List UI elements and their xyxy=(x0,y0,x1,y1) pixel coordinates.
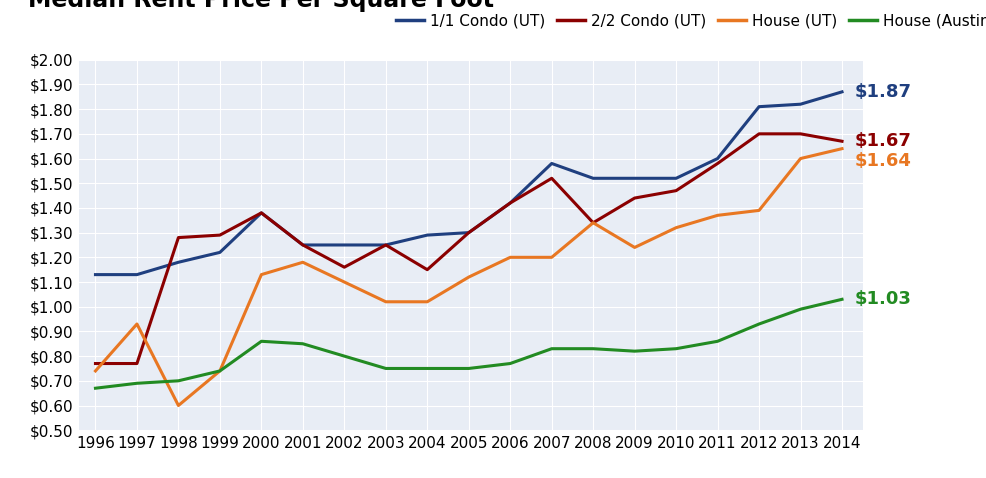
Legend: 1/1 Condo (UT), 2/2 Condo (UT), House (UT), House (Austin): 1/1 Condo (UT), 2/2 Condo (UT), House (U… xyxy=(396,14,986,29)
House (UT) xyxy=(670,225,682,230)
House (Austin) xyxy=(753,321,765,327)
House (UT) xyxy=(214,368,226,374)
House (UT) xyxy=(297,260,309,265)
House (UT) xyxy=(546,254,558,260)
2/2 Condo (UT) xyxy=(629,195,641,201)
House (Austin) xyxy=(421,366,433,371)
2/2 Condo (UT) xyxy=(753,131,765,137)
House (Austin) xyxy=(90,385,102,391)
1/1 Condo (UT) xyxy=(131,272,143,278)
House (Austin) xyxy=(795,306,807,312)
Line: 1/1 Condo (UT): 1/1 Condo (UT) xyxy=(96,92,842,275)
2/2 Condo (UT) xyxy=(297,242,309,248)
2/2 Condo (UT) xyxy=(214,232,226,238)
House (Austin) xyxy=(255,338,267,344)
House (UT) xyxy=(462,274,474,280)
House (UT) xyxy=(173,402,184,408)
House (UT) xyxy=(421,299,433,304)
House (UT) xyxy=(712,212,724,218)
Line: House (Austin): House (Austin) xyxy=(96,299,842,388)
1/1 Condo (UT) xyxy=(546,161,558,166)
2/2 Condo (UT) xyxy=(338,264,350,270)
House (UT) xyxy=(629,245,641,250)
1/1 Condo (UT) xyxy=(629,175,641,181)
House (UT) xyxy=(836,146,848,152)
House (UT) xyxy=(795,156,807,162)
1/1 Condo (UT) xyxy=(380,242,391,248)
House (Austin) xyxy=(297,341,309,347)
House (UT) xyxy=(588,220,599,226)
2/2 Condo (UT) xyxy=(131,361,143,367)
1/1 Condo (UT) xyxy=(255,210,267,216)
House (UT) xyxy=(131,321,143,327)
House (Austin) xyxy=(546,346,558,352)
House (Austin) xyxy=(462,366,474,371)
House (UT) xyxy=(90,368,102,374)
House (Austin) xyxy=(380,366,391,371)
1/1 Condo (UT) xyxy=(795,101,807,107)
1/1 Condo (UT) xyxy=(338,242,350,248)
Line: House (UT): House (UT) xyxy=(96,149,842,405)
1/1 Condo (UT) xyxy=(588,175,599,181)
2/2 Condo (UT) xyxy=(90,361,102,367)
1/1 Condo (UT) xyxy=(753,104,765,109)
2/2 Condo (UT) xyxy=(836,139,848,144)
House (Austin) xyxy=(712,338,724,344)
House (UT) xyxy=(255,272,267,278)
House (Austin) xyxy=(629,348,641,354)
House (Austin) xyxy=(670,346,682,352)
1/1 Condo (UT) xyxy=(670,175,682,181)
Text: $1.03: $1.03 xyxy=(855,290,911,308)
1/1 Condo (UT) xyxy=(712,156,724,162)
House (UT) xyxy=(753,207,765,213)
Text: Median Rent Price Per Square Foot: Median Rent Price Per Square Foot xyxy=(28,0,494,11)
Line: 2/2 Condo (UT): 2/2 Condo (UT) xyxy=(96,134,842,364)
House (Austin) xyxy=(338,353,350,359)
House (Austin) xyxy=(588,346,599,352)
2/2 Condo (UT) xyxy=(173,235,184,240)
House (Austin) xyxy=(836,296,848,302)
1/1 Condo (UT) xyxy=(504,200,516,206)
2/2 Condo (UT) xyxy=(255,210,267,216)
House (UT) xyxy=(338,279,350,285)
2/2 Condo (UT) xyxy=(421,267,433,272)
House (Austin) xyxy=(173,378,184,384)
1/1 Condo (UT) xyxy=(462,230,474,236)
1/1 Condo (UT) xyxy=(214,250,226,255)
2/2 Condo (UT) xyxy=(546,175,558,181)
1/1 Condo (UT) xyxy=(90,272,102,278)
2/2 Condo (UT) xyxy=(462,230,474,236)
Text: $1.87: $1.87 xyxy=(855,83,911,101)
2/2 Condo (UT) xyxy=(712,161,724,166)
1/1 Condo (UT) xyxy=(173,260,184,265)
1/1 Condo (UT) xyxy=(836,89,848,95)
2/2 Condo (UT) xyxy=(380,242,391,248)
1/1 Condo (UT) xyxy=(421,232,433,238)
House (Austin) xyxy=(131,380,143,386)
1/1 Condo (UT) xyxy=(297,242,309,248)
2/2 Condo (UT) xyxy=(504,200,516,206)
House (Austin) xyxy=(214,368,226,374)
House (UT) xyxy=(380,299,391,304)
2/2 Condo (UT) xyxy=(588,220,599,226)
House (UT) xyxy=(504,254,516,260)
Text: $1.67: $1.67 xyxy=(855,132,911,150)
2/2 Condo (UT) xyxy=(795,131,807,137)
Text: $1.64: $1.64 xyxy=(855,152,911,170)
2/2 Condo (UT) xyxy=(670,188,682,194)
House (Austin) xyxy=(504,361,516,367)
